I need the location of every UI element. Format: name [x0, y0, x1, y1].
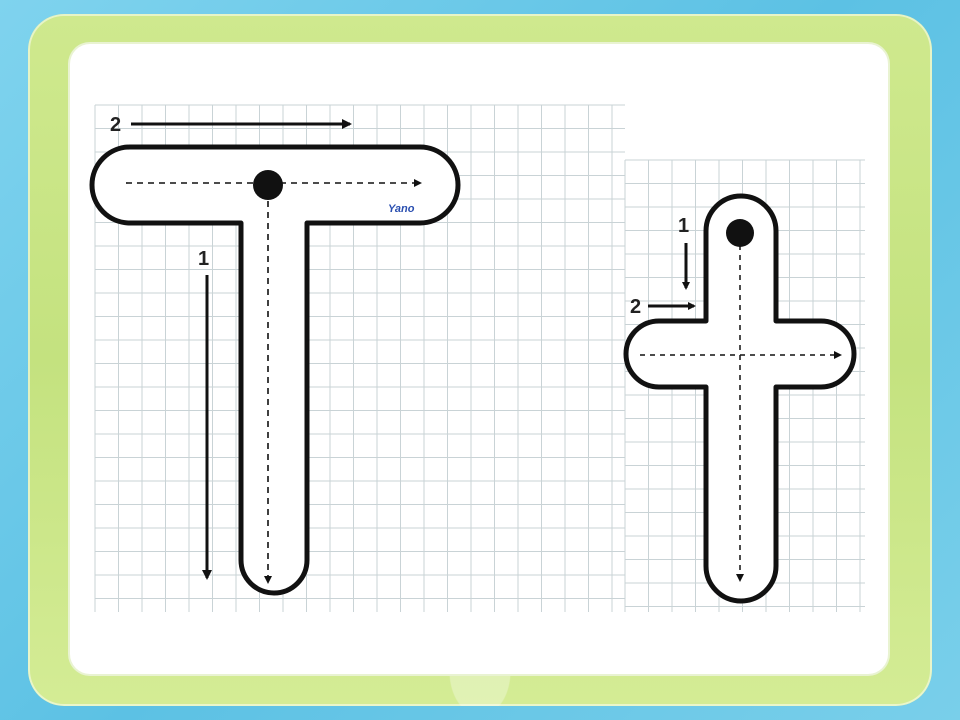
uppercase-t-outline	[89, 144, 461, 596]
lowercase-t-stroke-2-number: 2	[630, 296, 641, 318]
uppercase-t-start-dot	[253, 170, 283, 200]
lowercase-t-stroke-1-number: 1	[678, 215, 689, 237]
watermark-text: Yano	[388, 203, 415, 215]
uppercase-t-stroke-1-number: 1	[198, 248, 209, 270]
uppercase-t-stroke-2-number: 2	[110, 114, 121, 136]
lowercase-t-start-dot	[726, 219, 754, 247]
lowercase-t-tracing: 1 2	[623, 193, 857, 604]
uppercase-t-tracing: 2 1 Yano	[89, 114, 461, 596]
